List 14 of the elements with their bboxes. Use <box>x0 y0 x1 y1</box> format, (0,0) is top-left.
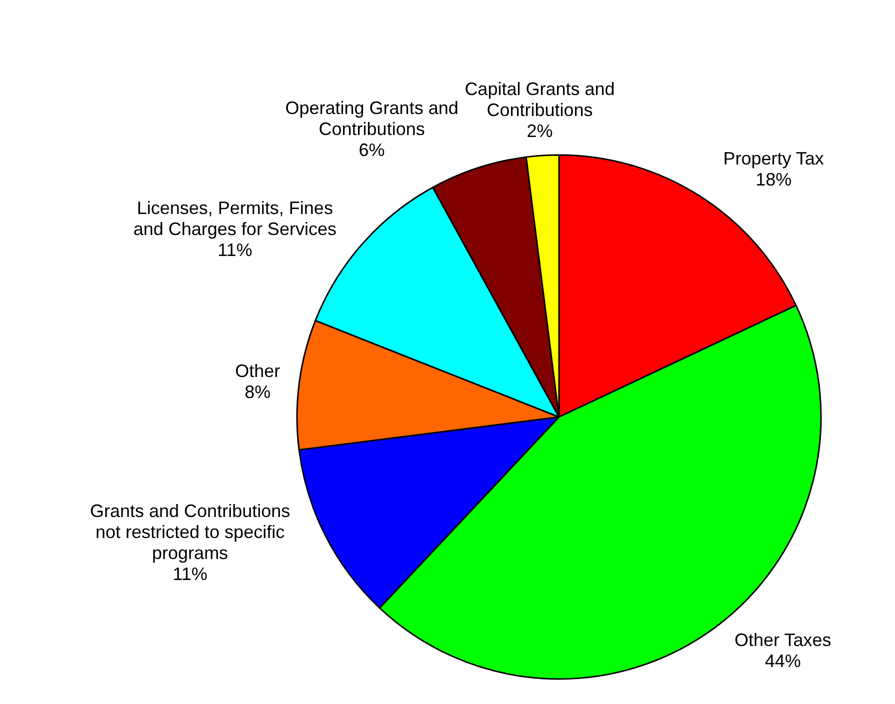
slice-label: Other <box>235 360 280 381</box>
slice-label: Grants and Contributions not restricted to specific programs <box>90 500 290 563</box>
data-label: 18% <box>756 170 792 190</box>
slice-label: Property Tax <box>723 148 824 168</box>
data-label: 11% <box>218 240 252 260</box>
slice-label: Other Taxes <box>734 630 832 650</box>
slice-label: Operating Grants and Contributions <box>285 98 458 139</box>
slice-label: Licenses, Permits, Fines and Charges for Services <box>133 198 336 239</box>
slice-label: Capital Grants and Contributions <box>464 78 615 120</box>
data-label: 8% <box>244 382 271 402</box>
data-label: 2% <box>526 120 553 141</box>
data-label: 11% <box>172 564 208 584</box>
data-label: 44% <box>764 650 801 671</box>
data-label: 6% <box>358 140 385 160</box>
